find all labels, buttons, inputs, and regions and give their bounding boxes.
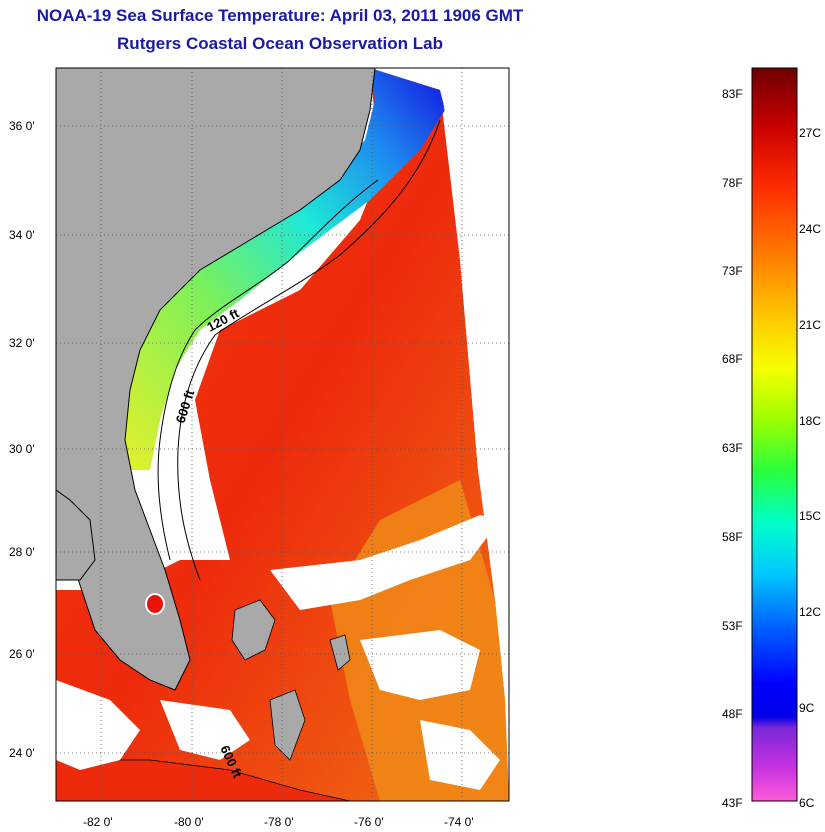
lon-tick-label: -76 0': [354, 815, 384, 829]
map-area: [56, 68, 509, 801]
lat-axis: 36 0' 34 0' 32 0' 30 0' 28 0' 26 0' 24 0…: [9, 119, 35, 760]
map-title: NOAA-19 Sea Surface Temperature: April 0…: [36, 6, 524, 25]
lon-axis: -82 0' -80 0' -78 0' -76 0' -74 0': [83, 815, 474, 829]
map-subtitle: Rutgers Coastal Ocean Observation Lab: [117, 34, 443, 53]
lat-tick-label: 24 0': [9, 746, 35, 760]
colorbar-f-label: 68F: [722, 352, 743, 366]
colorbar-c-label: 15C: [799, 509, 821, 523]
colorbar-celsius-labels: 27C 24C 21C 18C 15C 12C 9C 6C: [799, 126, 821, 810]
colorbar-f-label: 58F: [722, 530, 743, 544]
colorbar-f-label: 78F: [722, 176, 743, 190]
colorbar-c-label: 24C: [799, 222, 821, 236]
lake-okeechobee: [145, 593, 165, 615]
cloud-cover: [56, 68, 509, 790]
lon-tick-label: -80 0': [174, 815, 204, 829]
land-bahamas: [231, 599, 351, 761]
contour-600ft: [177, 119, 441, 581]
colorbar-f-label: 43F: [722, 796, 743, 810]
colorbar-c-label: 9C: [799, 701, 815, 715]
lat-tick-label: 30 0': [9, 442, 35, 456]
contour-120ft: [157, 179, 379, 561]
contour-label-600ft-north: 600 ft: [173, 387, 198, 425]
shelf-water: [120, 68, 445, 470]
colorbar-c-label: 12C: [799, 605, 821, 619]
colorbar-f-label: 53F: [722, 619, 743, 633]
lat-tick-label: 36 0': [9, 119, 35, 133]
lat-tick-label: 28 0': [9, 545, 35, 559]
colorbar-f-label: 48F: [722, 707, 743, 721]
map-frame: [55, 67, 510, 802]
lon-tick-label: -74 0': [444, 815, 474, 829]
colorbar-c-label: 6C: [799, 796, 815, 810]
colorbar-c-label: 21C: [799, 318, 821, 332]
colorbar-scale: [751, 67, 798, 802]
colorbar-f-label: 83F: [722, 87, 743, 101]
lon-tick-label: -78 0': [264, 815, 294, 829]
colorbar-f-label: 63F: [722, 441, 743, 455]
lat-tick-label: 32 0': [9, 336, 35, 350]
lat-tick-label: 26 0': [9, 647, 35, 661]
lat-tick-label: 34 0': [9, 228, 35, 242]
colorbar-c-label: 18C: [799, 414, 821, 428]
land-mainland: [56, 68, 376, 691]
land-cuba: [56, 759, 351, 801]
colorbar-fahrenheit-labels: 83F 78F 73F 68F 63F 58F 53F 48F 43F: [722, 87, 743, 810]
colorbar-f-label: 73F: [722, 264, 743, 278]
lon-tick-label: -82 0': [83, 815, 113, 829]
land-gulf-coast: [56, 489, 96, 581]
colorbar-c-label: 27C: [799, 126, 821, 140]
